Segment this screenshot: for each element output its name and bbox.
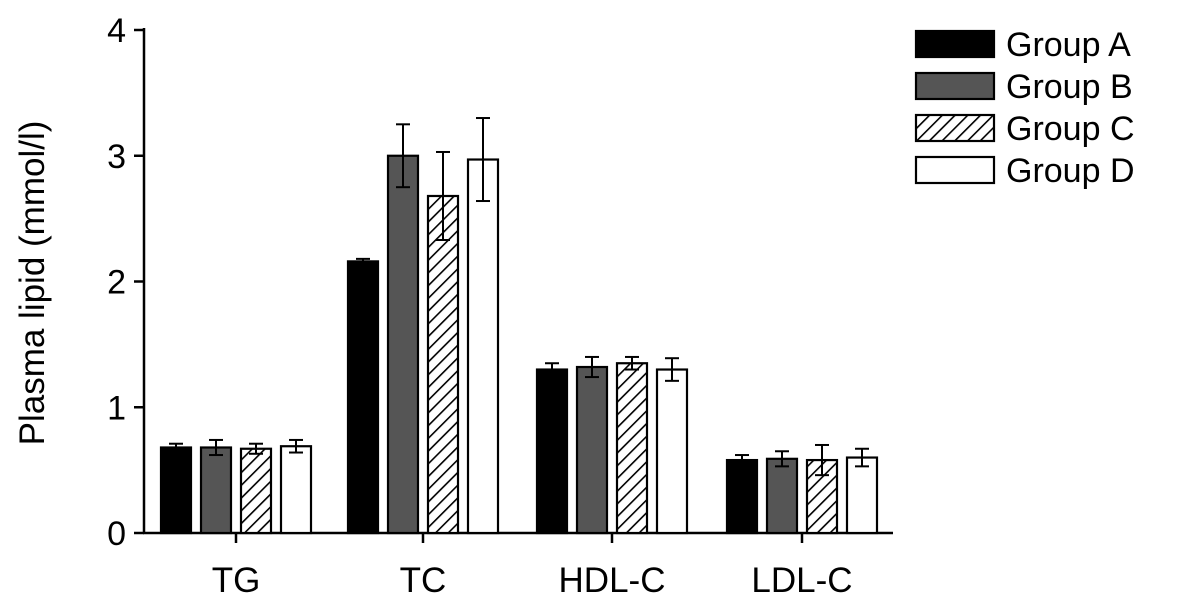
- bar-ldl-c-group-a: [725, 458, 759, 535]
- bar-tg-group-a: [159, 446, 193, 535]
- bar-tc-group-a: [346, 260, 380, 535]
- bar-ldl-c-group-d: [845, 456, 879, 535]
- bar-hdl-c-group-b: [575, 365, 609, 535]
- y-tick-label: 3: [107, 138, 126, 176]
- axes: 0 1 2 3 4 TG TC HDL-C LDL-C: [107, 12, 893, 600]
- bar-tc-group-c: [426, 194, 460, 535]
- y-tick-label: 1: [107, 389, 126, 427]
- bar-hdl-c-group-d: [655, 368, 689, 535]
- y-tick-label: 0: [107, 515, 126, 553]
- bar-tc-group-d: [466, 158, 500, 535]
- x-tick-label: TG: [212, 561, 261, 600]
- x-tick-label: HDL-C: [559, 561, 666, 600]
- x-tick-label: TC: [400, 561, 447, 600]
- bar-tg-group-b: [199, 446, 233, 535]
- bar-ldl-c-group-b: [765, 457, 799, 535]
- y-tick-label: 2: [107, 264, 126, 302]
- legend-swatch-group-b: [914, 71, 996, 101]
- bars: [159, 117, 879, 535]
- legend-label-group-a: Group A: [1006, 26, 1131, 64]
- y-tick-label: 4: [107, 12, 126, 50]
- legend-label-group-c: Group C: [1006, 110, 1135, 148]
- bar-tg-group-c: [239, 447, 273, 535]
- legend-swatch-group-d: [914, 155, 996, 185]
- legend-label-group-d: Group D: [1006, 152, 1135, 190]
- bar-tc-group-b: [386, 154, 420, 535]
- legend-label-group-b: Group B: [1006, 68, 1133, 106]
- legend-swatch-group-a: [914, 29, 996, 59]
- legend-swatch-group-c: [914, 113, 996, 143]
- x-tick-label: LDL-C: [751, 561, 852, 600]
- y-axis-label: Plasma lipid (mmol/l): [13, 121, 52, 446]
- bar-hdl-c-group-a: [535, 368, 569, 535]
- bar-tg-group-d: [279, 445, 313, 535]
- bar-hdl-c-group-c: [615, 362, 649, 535]
- legend: Group A Group B Group C Group D: [914, 26, 1135, 190]
